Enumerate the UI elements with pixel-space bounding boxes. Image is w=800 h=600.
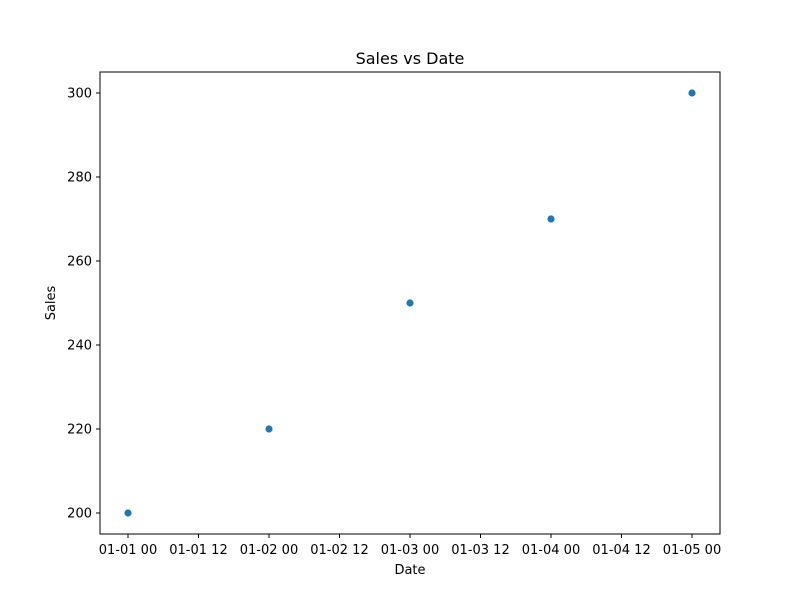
y-axis-label: Sales (44, 285, 59, 320)
x-tick-label: 01-02 12 (310, 543, 368, 558)
x-tick-label: 01-04 12 (592, 543, 650, 558)
data-point (265, 425, 273, 433)
x-tick-label: 01-02 00 (240, 543, 298, 558)
y-tick-label: 200 (67, 507, 92, 522)
x-axis-label: Date (394, 563, 425, 578)
y-tick-label: 300 (67, 87, 92, 102)
chart-title: Sales vs Date (356, 49, 465, 68)
data-point (406, 299, 414, 307)
x-axis-ticks: 01-01 00 01-01 12 01-02 00 01-02 12 01-03 00… (99, 534, 721, 558)
data-point (124, 509, 132, 517)
y-tick-label: 280 (67, 171, 92, 186)
y-tick-label: 240 (67, 339, 92, 354)
y-axis-ticks: 200 220 240 260 280 300 (67, 87, 100, 522)
x-tick-label: 01-01 12 (169, 543, 227, 558)
data-point (547, 215, 555, 223)
x-tick-label: 01-01 00 (99, 543, 157, 558)
x-tick-label: 01-03 12 (451, 543, 509, 558)
x-tick-label: 01-04 00 (522, 543, 580, 558)
y-tick-label: 260 (67, 255, 92, 270)
data-point (688, 89, 696, 97)
y-tick-label: 220 (67, 423, 92, 438)
x-tick-label: 01-03 00 (381, 543, 439, 558)
data-points (124, 89, 696, 517)
x-tick-label: 01-05 00 (663, 543, 721, 558)
plot-frame (99, 71, 721, 535)
